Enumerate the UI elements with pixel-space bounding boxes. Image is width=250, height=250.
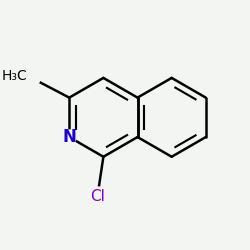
- Circle shape: [62, 130, 76, 144]
- Text: H₃C: H₃C: [2, 69, 28, 83]
- Text: Cl: Cl: [90, 189, 105, 204]
- Circle shape: [88, 187, 107, 205]
- Text: N: N: [62, 128, 76, 146]
- Circle shape: [15, 63, 40, 89]
